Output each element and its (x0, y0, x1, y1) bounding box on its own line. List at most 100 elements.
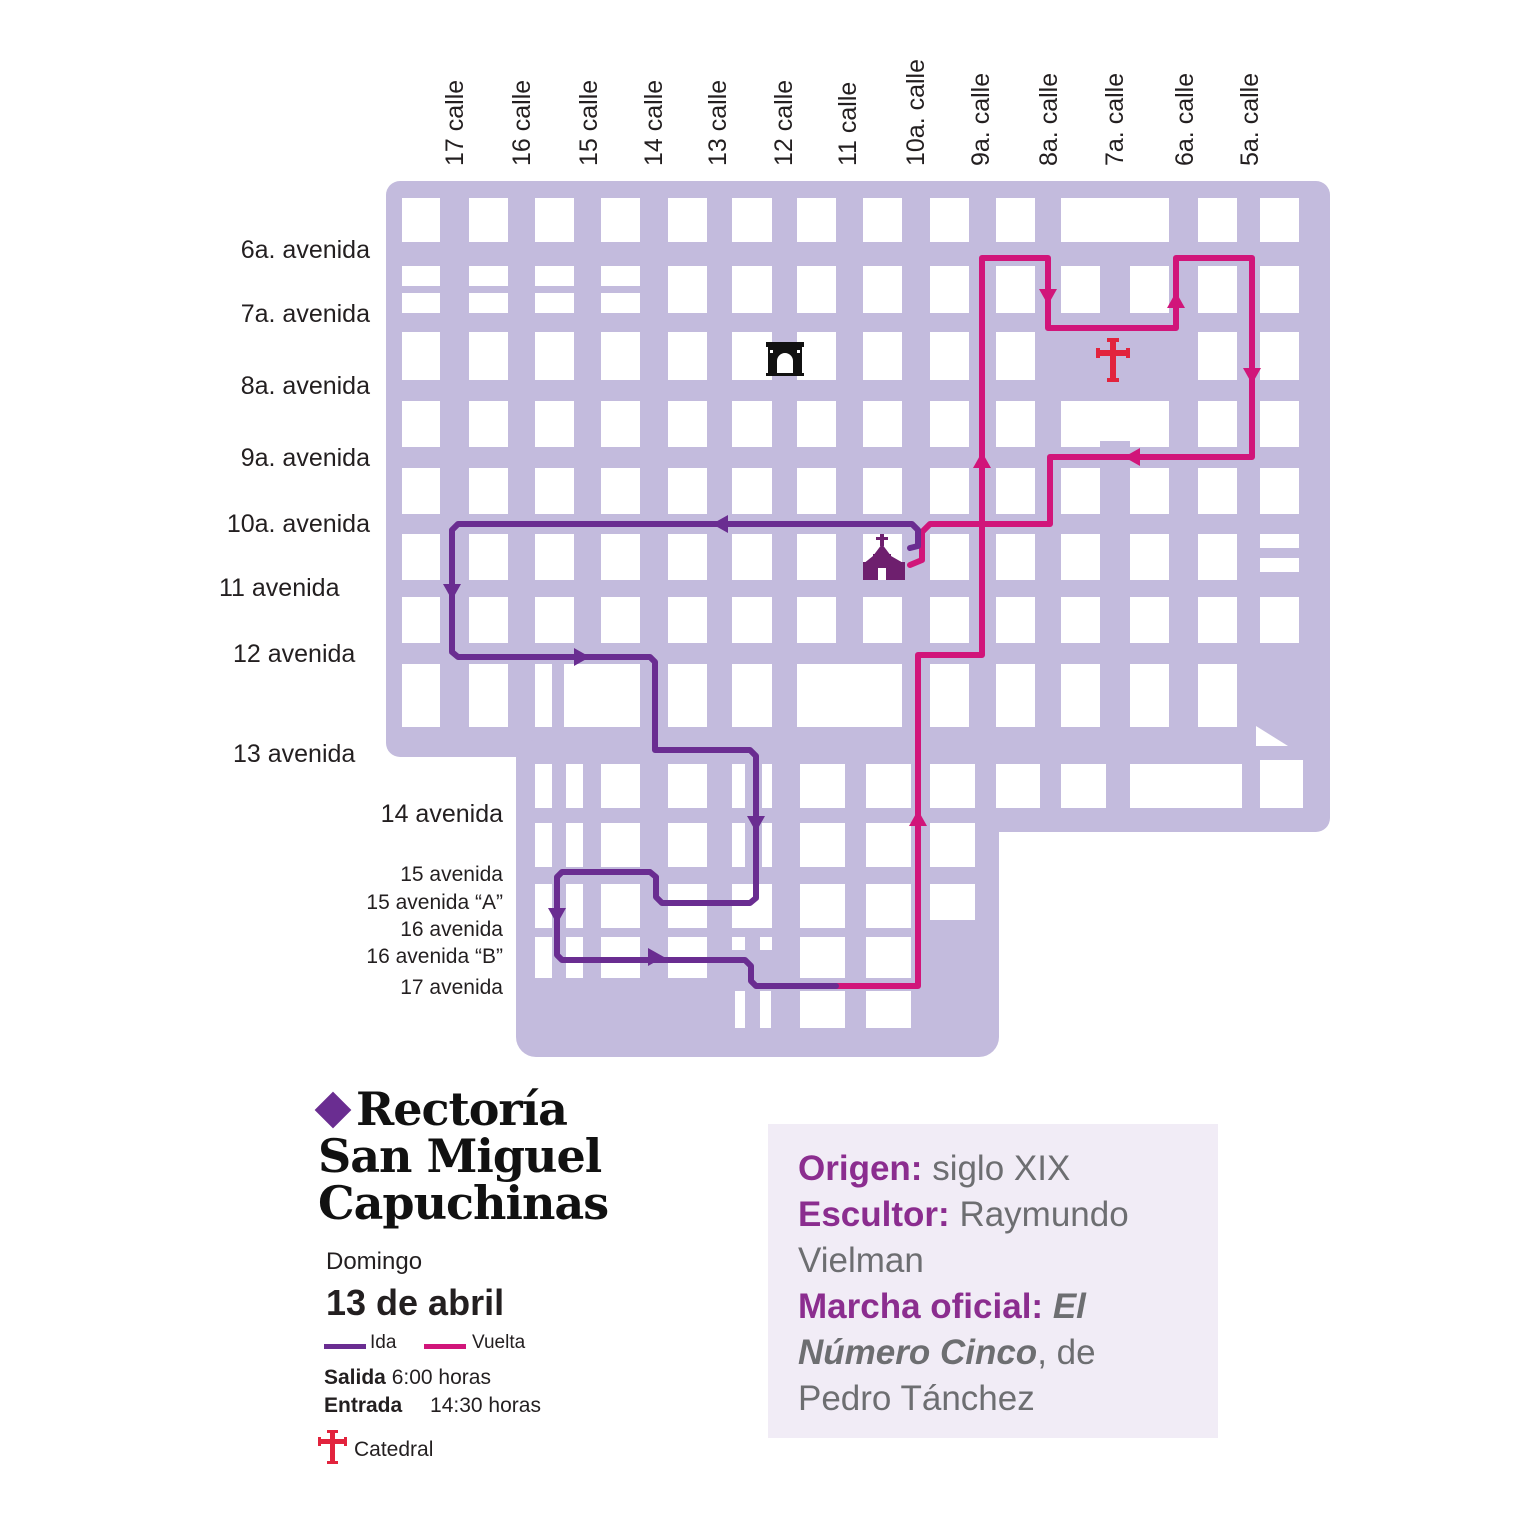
city-block (996, 198, 1035, 242)
city-block (668, 664, 707, 727)
city-block (469, 664, 508, 727)
calle-label: 6a. calle (1171, 72, 1199, 166)
origen-value: siglo XIX (932, 1149, 1071, 1188)
city-block (732, 534, 772, 580)
city-block (566, 884, 583, 928)
entrada-label: Entrada (324, 1394, 403, 1417)
calle-label: 17 calle (441, 79, 469, 166)
city-block (1260, 332, 1299, 380)
city-block (402, 332, 440, 380)
calle-label: 12 calle (770, 79, 798, 166)
city-block (566, 764, 583, 808)
city-block (1130, 401, 1169, 447)
city-block (930, 332, 969, 380)
avenida-label: 15 avenida “A” (366, 891, 503, 914)
city-block (668, 534, 707, 580)
city-block (668, 266, 707, 313)
city-block (469, 198, 508, 242)
ida-arrow (574, 648, 590, 666)
city-block (863, 597, 902, 643)
vuelta-arrow (1124, 448, 1140, 466)
city-block (996, 468, 1035, 514)
city-block (601, 597, 640, 643)
city-block (797, 198, 836, 242)
city-block (930, 266, 969, 313)
city-block (800, 823, 845, 867)
city-block (760, 937, 772, 950)
city-block (535, 823, 552, 867)
city-block (535, 198, 574, 242)
city-block (797, 468, 836, 514)
city-block (1061, 597, 1100, 643)
city-block (762, 764, 772, 808)
city-block (930, 764, 975, 808)
city-block (668, 401, 707, 447)
city-block (863, 332, 902, 380)
vuelta-arrow (909, 810, 927, 826)
city-block (760, 991, 771, 1028)
vuelta-arrow (1243, 368, 1261, 384)
city-block (601, 332, 640, 380)
city-block (732, 468, 772, 514)
city-block (863, 401, 902, 447)
city-block (402, 266, 440, 286)
city-block (1198, 664, 1237, 727)
city-block (866, 764, 911, 808)
city-block (535, 937, 552, 978)
city-block (732, 266, 772, 313)
marcha-row: Marcha oficial: El Número Cinco, de Pedr… (798, 1284, 1190, 1422)
city-block (863, 468, 902, 514)
calle-label: 10a. calle (902, 58, 930, 166)
city-block (866, 884, 911, 928)
avenida-label: 17 avenida (400, 976, 503, 999)
church-icon (863, 534, 905, 580)
city-block (1061, 198, 1169, 242)
city-block (535, 468, 574, 514)
city-block (735, 991, 745, 1028)
city-block (402, 664, 440, 727)
city-block (535, 332, 574, 380)
cathedral-cross-icon (1096, 338, 1130, 382)
vuelta-arrow (973, 452, 991, 468)
city-block (732, 764, 745, 808)
city-block (996, 332, 1035, 380)
city-block (601, 823, 640, 867)
city-block (535, 293, 574, 313)
city-block (1130, 468, 1169, 514)
city-block (1061, 468, 1100, 514)
route-map (386, 181, 1330, 1057)
entrada-time: 14:30 horas (430, 1394, 541, 1417)
calle-label: 13 calle (704, 79, 732, 166)
city-block (535, 664, 552, 727)
city-block (601, 764, 640, 808)
city-block (535, 401, 574, 447)
gate-arch-icon (766, 342, 804, 376)
avenida-label: 14 avenida (380, 800, 503, 828)
info-box: Origen: siglo XIX Escultor: Raymundo Vie… (768, 1124, 1218, 1438)
city-block (1061, 664, 1100, 727)
city-block (1061, 534, 1100, 580)
city-block (668, 764, 707, 808)
city-block (800, 884, 845, 928)
avenida-label: 12 avenida (233, 640, 356, 668)
city-block (601, 664, 640, 727)
city-block (535, 764, 552, 808)
city-block (601, 884, 640, 928)
city-block (601, 468, 640, 514)
calle-label: 8a. calle (1035, 72, 1063, 166)
origen-row: Origen: siglo XIX (798, 1146, 1190, 1192)
city-block (996, 266, 1035, 313)
date-label: 13 de abril (326, 1282, 505, 1323)
vuelta-arrow (1039, 289, 1057, 305)
ida-legend-label: Ida (370, 1332, 397, 1353)
city-block (1260, 468, 1299, 514)
escultor-label: Escultor: (798, 1195, 950, 1234)
calle-label: 7a. calle (1101, 72, 1129, 166)
salida-row: Salida 6:00 horas (324, 1366, 491, 1390)
city-block (762, 823, 772, 867)
city-block (1198, 198, 1237, 242)
city-block (732, 332, 772, 380)
avenida-label: 10a. avenida (226, 510, 370, 538)
city-block (930, 597, 969, 643)
city-block (732, 937, 745, 950)
